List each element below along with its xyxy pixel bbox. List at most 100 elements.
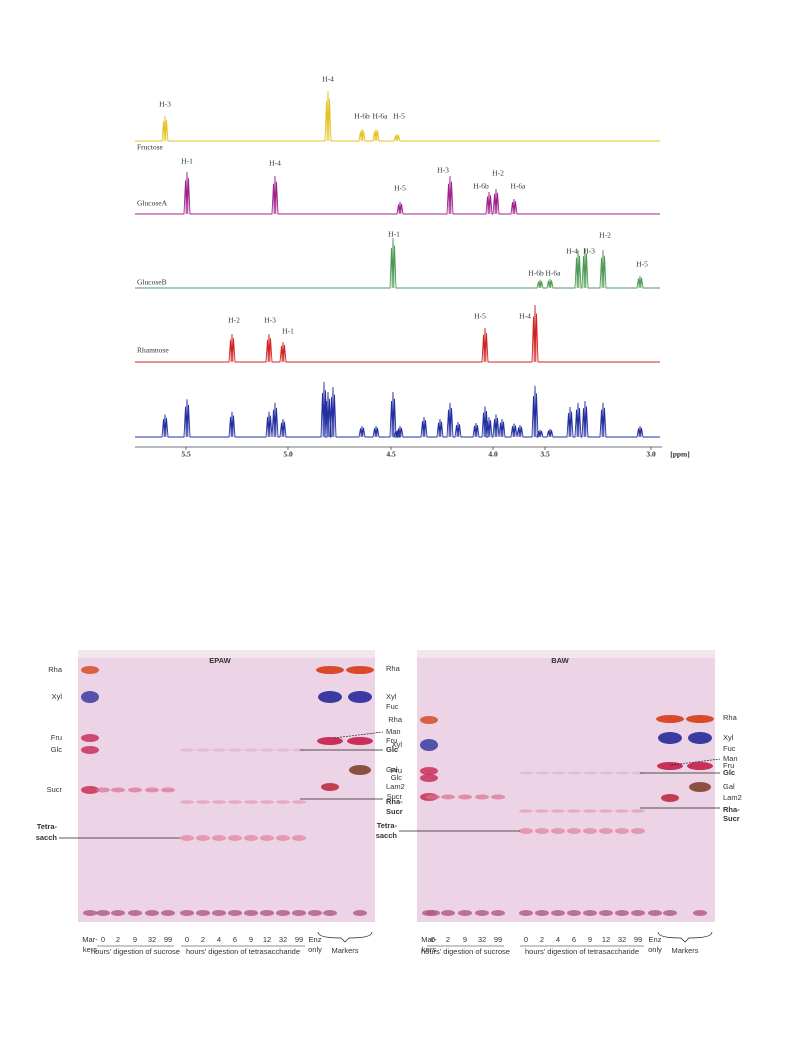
sample-spot <box>228 800 242 804</box>
sample-spot <box>599 771 613 775</box>
plate-title: BAW <box>551 656 569 665</box>
origin-spot <box>128 910 142 916</box>
sample-spot <box>567 809 581 813</box>
peak-label: H-3 <box>583 247 595 256</box>
axis-tick-label: 3.5 <box>540 450 550 459</box>
marker-label: Rha <box>388 715 403 724</box>
sample-spot <box>441 794 455 800</box>
lane-label: 0 <box>185 935 189 944</box>
sample-spot <box>519 809 533 813</box>
peak-label: H-5 <box>474 312 486 321</box>
caption: hours' digestion of sucrose <box>421 947 510 956</box>
sample-spot <box>244 748 258 752</box>
origin-spot <box>663 910 677 916</box>
sample-spot <box>196 748 210 752</box>
sample-spot <box>96 787 110 793</box>
origin-spot <box>111 910 125 916</box>
marker-label: Man <box>723 754 738 763</box>
spectrum <box>135 90 660 142</box>
marker-label: Fru <box>723 761 734 770</box>
marker-spot <box>420 767 438 775</box>
origin-spot <box>458 910 472 916</box>
marker-spot <box>658 732 682 744</box>
peak-label: H-4 <box>566 247 578 256</box>
marker-spot <box>321 783 339 791</box>
peak-label: H-6a <box>511 182 527 191</box>
lane-label: 99 <box>295 935 303 944</box>
lane-label: Enz <box>309 935 322 944</box>
lane-label: 9 <box>463 935 467 944</box>
origin-spot <box>260 910 274 916</box>
marker-label: Sucr <box>386 807 403 816</box>
lane-label: 4 <box>217 935 221 944</box>
marker-label: Glc <box>51 745 63 754</box>
sample-spot <box>228 748 242 752</box>
peak-label: H-6b <box>473 182 489 191</box>
origin-spot <box>161 910 175 916</box>
caption: hours' digestion of sucrose <box>91 947 180 956</box>
leader <box>670 758 721 766</box>
sample-spot <box>615 828 629 834</box>
lane-label: 9 <box>249 935 253 944</box>
sample-spot <box>292 800 306 804</box>
spectrum-name: Rhamnose <box>137 346 169 355</box>
caption: Markers <box>331 946 358 955</box>
origin-spot <box>228 910 242 916</box>
marker-spot <box>686 715 714 723</box>
lane-label: Enz <box>649 935 662 944</box>
sample-spot <box>196 800 210 804</box>
sample-spot <box>631 828 645 834</box>
lane-label: 99 <box>164 935 172 944</box>
sample-spot <box>260 800 274 804</box>
lane-label: 2 <box>201 935 205 944</box>
axis-tick-label: 4.0 <box>488 450 498 459</box>
sample-spot <box>458 794 472 800</box>
tlc-plate <box>417 650 715 922</box>
marker-spot <box>661 794 679 802</box>
marker-label: Rha <box>723 713 738 722</box>
origin-spot <box>276 910 290 916</box>
lane-label: 0 <box>431 935 435 944</box>
sample-spot <box>196 835 210 841</box>
sample-spot <box>276 800 290 804</box>
sample-spot <box>276 835 290 841</box>
marker-label: Man <box>386 727 401 736</box>
brace <box>317 931 373 943</box>
marker-label: Sucr <box>387 792 403 801</box>
lane-label: 6 <box>233 935 237 944</box>
sample-spot <box>276 748 290 752</box>
origin-spot <box>583 910 597 916</box>
peak-label: H-1 <box>282 327 294 336</box>
spectrum <box>135 304 660 363</box>
sample-spot <box>599 828 613 834</box>
peak-label: H-6b <box>528 269 544 278</box>
spectrum <box>135 237 660 289</box>
marker-label: Fuc <box>386 702 399 711</box>
lane-label: 99 <box>494 935 502 944</box>
origin-spot <box>599 910 613 916</box>
lane-label: 32 <box>279 935 287 944</box>
axis-unit: [ppm] <box>670 450 690 459</box>
origin-spot <box>308 910 322 916</box>
sample-spot <box>161 787 175 793</box>
sample-spot <box>583 809 597 813</box>
origin-spot <box>323 910 337 916</box>
origin-spot <box>96 910 110 916</box>
sample-spot <box>244 800 258 804</box>
lane-label: 2 <box>116 935 120 944</box>
marker-spot <box>656 715 684 723</box>
sample-spot <box>260 835 274 841</box>
sample-spot <box>535 809 549 813</box>
origin-spot <box>567 910 581 916</box>
peak-label: H-2 <box>599 231 611 240</box>
marker-label: Fru <box>391 766 402 775</box>
origin-spot <box>441 910 455 916</box>
sample-spot <box>599 809 613 813</box>
marker-spot <box>81 734 99 742</box>
sample-spot <box>583 828 597 834</box>
marker-label: Xyl <box>723 733 734 742</box>
marker-label: Rha- <box>386 797 403 806</box>
origin-spot <box>631 910 645 916</box>
sample-spot <box>260 748 274 752</box>
marker-label: Xyl <box>52 692 63 701</box>
